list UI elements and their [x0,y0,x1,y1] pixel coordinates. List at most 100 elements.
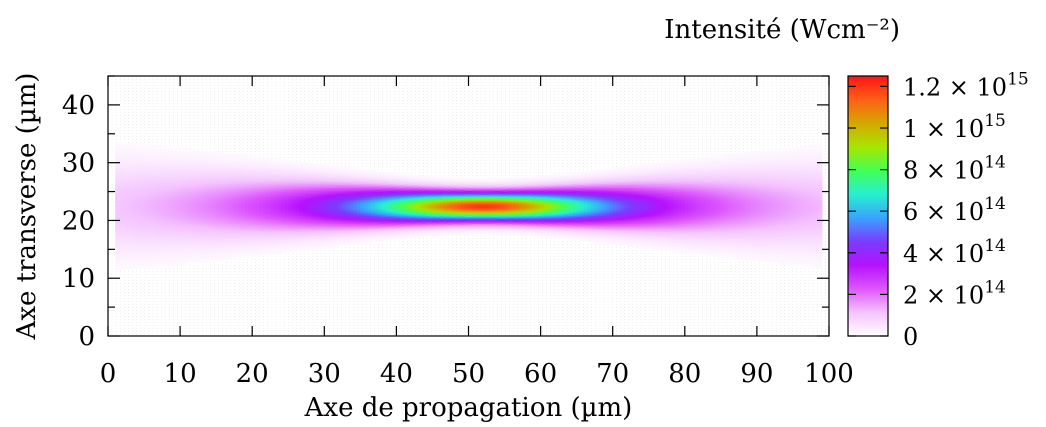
heat-cell [180,179,185,182]
heat-cell [212,156,217,159]
heat-cell [349,175,354,178]
heat-cell [154,153,160,156]
heat-cell [129,244,134,247]
heat-cell [327,235,333,238]
heat-cell [226,243,232,246]
heat-cell [277,211,282,214]
heat-cell [162,199,167,202]
heat-cell [255,204,260,207]
heat-cell [187,230,192,233]
heat-cell [324,237,329,240]
heat-cell [273,233,279,236]
heat-cell [317,197,322,200]
heat-cell [266,216,271,219]
heat-cell [270,233,275,236]
heat-cell [263,202,268,205]
heat-cell [216,173,221,176]
heat-cell [172,207,178,210]
heat-cell [133,194,138,197]
heat-cell [216,228,221,231]
heat-cell [172,202,178,205]
heat-cell [136,178,142,181]
heat-cell [172,165,178,168]
heat-cell [331,216,336,219]
heat-cell [147,150,152,153]
heat-cell [216,153,221,156]
heat-cell [226,184,232,187]
heat-cell [353,207,358,210]
heat-cell [263,179,268,182]
heat-cell [172,252,178,255]
heat-cell [176,195,181,198]
heat-cell [147,242,152,245]
heat-cell [226,237,232,240]
heat-cell [154,207,160,210]
heat-cell [288,237,293,240]
heat-cell [313,215,318,218]
heat-cell [345,191,351,194]
heat-cell [122,227,127,230]
heat-cell [252,252,257,255]
heat-cell [291,172,297,175]
heat-cell [169,255,174,258]
heat-cell [187,193,192,196]
heat-cell [281,174,286,177]
heat-cell [180,195,185,198]
heat-cell [277,198,282,201]
heat-cell [226,227,232,230]
heat-cell [151,224,156,227]
heat-cell [183,230,188,233]
heat-cell [194,254,199,257]
heat-cell [122,171,127,174]
heat-cell [198,169,203,172]
heat-cell [147,196,152,199]
heat-cell [313,217,318,220]
heat-cell [226,240,232,243]
heat-cell [136,262,142,265]
heat-cell [136,187,142,190]
heat-cell [118,240,124,243]
heat-cell [345,223,351,226]
heat-cell [194,160,199,163]
heat-cell [147,216,152,219]
heat-cell [122,241,127,244]
heat-cell [255,181,260,184]
heat-cell [216,240,221,243]
heat-cell [151,211,156,214]
heat-cell [273,207,279,210]
heat-cell [302,166,307,169]
heat-cell [140,243,145,246]
heat-cell [317,246,322,249]
heat-cell [277,226,282,229]
heat-cell [226,181,232,184]
heat-cell [151,209,156,212]
heat-cell [144,172,149,175]
heat-cell [154,171,160,174]
heat-cell [198,150,203,153]
heat-cell [317,204,322,207]
heat-cell [151,219,156,222]
heat-cell [187,210,192,213]
heat-cell [115,252,120,255]
heat-cell [194,215,199,218]
heat-cell [284,223,289,226]
heat-cell [198,163,203,166]
heat-cell [201,177,206,180]
heat-cell [212,194,217,197]
heat-cell [115,258,120,261]
heat-cell [133,214,138,217]
heat-cell [226,209,232,212]
heat-cell [180,221,185,224]
heat-cell [226,210,232,213]
heat-cell [122,178,127,181]
heat-cell [288,218,293,221]
heat-cell [180,151,185,154]
heat-cell [147,204,152,208]
heat-cell [342,237,347,240]
heat-cell [237,248,242,251]
heat-cell [169,184,174,187]
heat-cell [201,153,206,156]
heat-cell [338,191,343,194]
heat-cell [144,144,149,147]
heat-cell [162,163,167,166]
